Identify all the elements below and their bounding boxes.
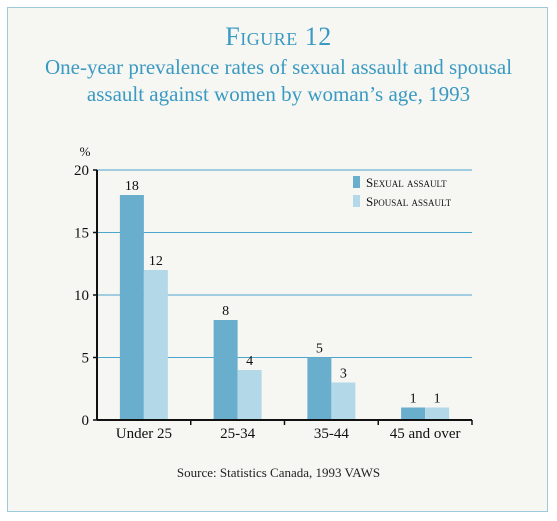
bar-sexual-assault (307, 357, 332, 420)
category-label: Under 25 (116, 426, 172, 442)
y-tick-label: 20 (74, 163, 89, 179)
bar-sexual-assault (213, 320, 238, 420)
legend-label: Spousal assault (366, 194, 452, 209)
figure-title: One-year prevalence rates of sexual assa… (44, 55, 513, 106)
data-label: 4 (246, 354, 253, 369)
y-axis-label: % (80, 144, 91, 159)
bar-spousal-assault (331, 382, 356, 420)
legend-label: Sexual assault (366, 175, 447, 190)
category-label: 25-34 (220, 426, 255, 442)
legend-swatch (353, 176, 360, 188)
bar-sexual-assault (401, 407, 426, 420)
data-label: 5 (316, 342, 323, 357)
bar-sexual-assault (119, 195, 144, 420)
bar-spousal-assault (143, 270, 168, 420)
y-tick-label: 5 (82, 351, 90, 367)
bar-spousal-assault (237, 370, 262, 420)
labels: 0 5 10 15 20% Under 25 18 12 25-34 8 4 35-44 5 3 45 an… (74, 144, 461, 442)
y-tick-label: 0 (82, 413, 90, 429)
figure-label: Figure 12 (225, 22, 332, 51)
axes (93, 169, 473, 425)
y-tick-label: 15 (74, 226, 89, 242)
category-label: 45 and over (390, 426, 461, 442)
legend-swatch (353, 195, 360, 207)
data-label: 1 (410, 392, 417, 407)
data-label: 8 (222, 304, 229, 319)
bars (119, 195, 450, 420)
data-label: 3 (340, 367, 347, 382)
data-label: 18 (125, 179, 139, 194)
category-label: 35-44 (314, 426, 349, 442)
legend: Sexual assault Spousal assault (353, 175, 452, 209)
data-label: 12 (149, 254, 163, 269)
source-note: Source: Statistics Canada, 1993 VAWS (176, 465, 381, 480)
bar-spousal-assault (425, 407, 450, 420)
data-label: 1 (434, 392, 441, 407)
y-tick-label: 10 (74, 288, 89, 304)
